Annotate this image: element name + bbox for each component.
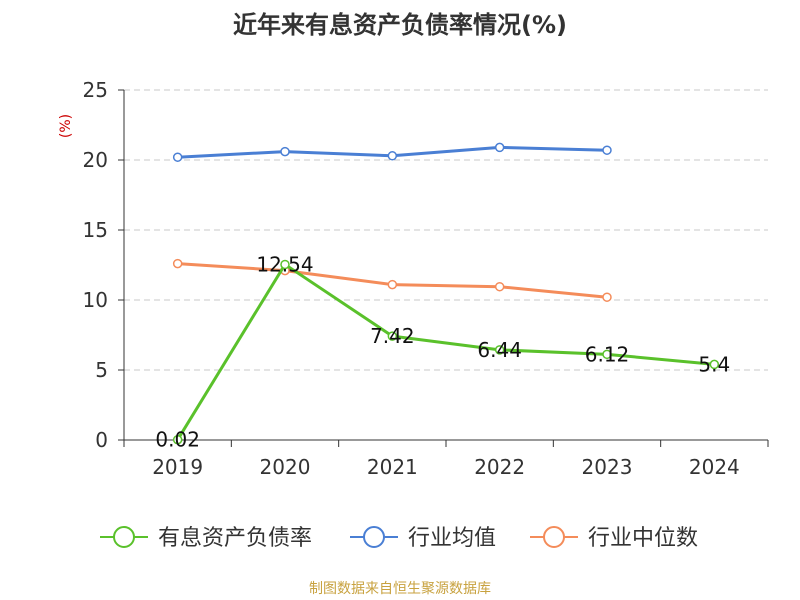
grid-lines [124,89,768,371]
legend-label: 行业均值 [408,526,496,551]
data-point [602,145,612,155]
chart-title: 近年来有息资产负债率情况(%) [233,11,567,39]
y-tick-label: 0 [95,428,108,452]
y-tick-label: 25 [83,78,108,102]
data-label: 6.12 [585,342,630,366]
data-point [387,151,398,161]
y-tick-label: 10 [83,288,108,312]
x-tick-label: 2021 [367,455,418,479]
legend: 有息资产负债率 行业均值 行业中位数 [100,526,698,551]
data-point [494,142,505,153]
y-tick-label: 15 [83,218,108,242]
data-labels: 0.02 12.54 7.42 6.44 6.12 5.4 [155,252,730,451]
data-label: 6.44 [477,338,522,362]
y-tick-label: 5 [95,358,108,382]
legend-label: 行业中位数 [588,526,698,551]
data-point [602,349,612,360]
data-point [387,331,398,341]
series-line [176,262,715,441]
x-tick-label: 2019 [152,455,203,479]
data-point [172,258,183,269]
y-tick-label: 20 [83,148,108,172]
data-point [280,146,290,157]
series-layer [172,142,720,445]
data-point [280,259,290,270]
data-point [387,279,398,290]
legend-label: 有息资产负债率 [158,526,312,551]
data-point [172,152,183,162]
legend-marker [113,526,135,548]
data-point [709,359,720,370]
data-label: 7.42 [370,324,415,348]
data-point [494,281,505,292]
data-label: 0.02 [155,428,200,452]
data-label: 5.4 [698,352,730,376]
data-point [172,434,183,445]
x-tick-label: 2020 [260,455,311,479]
y-axis-label: (%) [58,114,74,138]
x-tick-label: 2023 [582,455,633,479]
legend-marker [543,526,565,548]
axes: 0 5 10 15 20 25 2019 2020 2021 2022 2023 2024 [83,78,769,479]
x-tick-label: 2022 [474,455,525,479]
data-label: 12.54 [256,252,313,276]
x-tick-label: 2024 [689,455,740,479]
data-point [494,345,505,355]
source-note: 制图数据来自恒生聚源数据库 [309,581,491,597]
data-point [602,292,612,302]
legend-marker [363,526,385,548]
